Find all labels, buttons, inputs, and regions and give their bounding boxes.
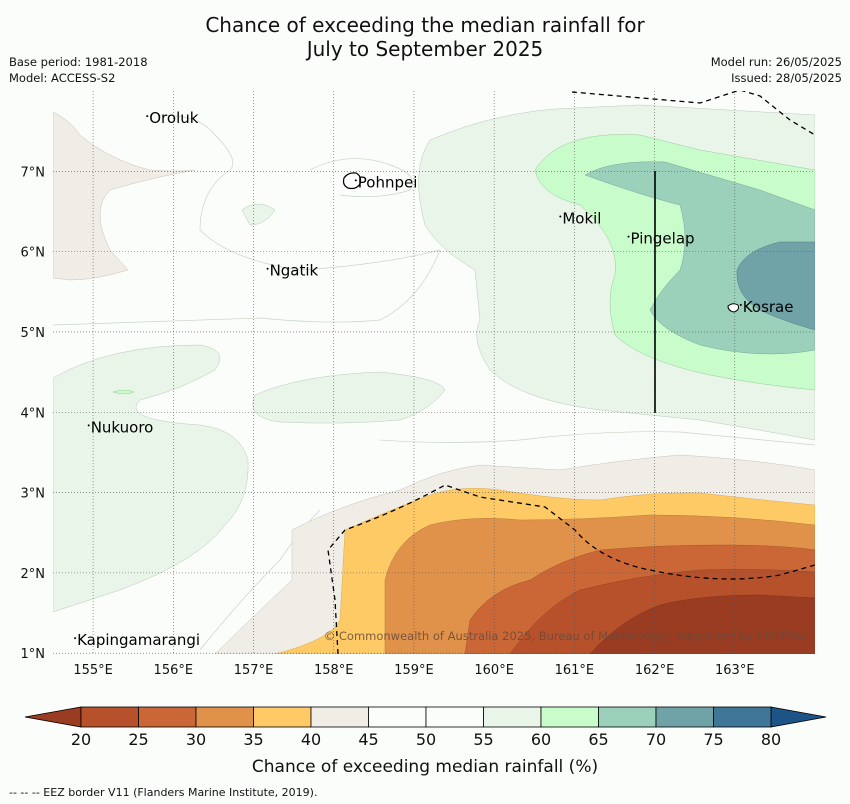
place-marker [559, 215, 562, 218]
lat-tick-label: 4°N [21, 406, 46, 421]
eez-borders [327, 91, 815, 654]
place-marker [87, 424, 90, 427]
colorbar-under-arrow [24, 706, 82, 728]
contour-40-45-nw [53, 111, 196, 281]
meta-left: Base period: 1981-2018 Model: ACCESS-S2 [9, 54, 148, 86]
place-label-pingelap: Pingelap [631, 230, 695, 248]
contour-fields [53, 91, 815, 654]
colorbar-bin [195, 706, 254, 728]
copyright-notice: © Commonwealth of Australia 2025, Bureau… [324, 629, 808, 643]
lat-tick-label: 3°N [21, 487, 46, 502]
lon-tick-label: 162°E [635, 663, 675, 678]
colorbar-tick-label: 55 [473, 730, 493, 749]
colorbar-bin [425, 706, 484, 728]
lat-tick-label: 1°N [21, 647, 46, 662]
eez-border-north [571, 91, 815, 136]
contour-55-60-west [53, 344, 249, 613]
contour-70-75 [736, 241, 815, 331]
lon-tick-label: 156°E [154, 663, 194, 678]
place-label-ngatik: Ngatik [270, 262, 319, 280]
colorbar-tick-label: 70 [646, 730, 666, 749]
place-label-nukuoro: Nukuoro [91, 418, 154, 436]
lon-tick-label: 157°E [234, 663, 274, 678]
colorbar-tick-label: 20 [71, 730, 91, 749]
contour-60-65-speck [112, 389, 135, 395]
colorbar-bin [598, 706, 657, 728]
colorbar-bin [138, 706, 197, 728]
place-marker [354, 179, 357, 182]
colorbar-over-arrow [770, 706, 827, 728]
colorbar-bin [713, 706, 772, 728]
lat-tick-label: 5°N [21, 326, 46, 341]
lat-tick-label: 6°N [21, 246, 46, 261]
lon-tick-label: 155°E [73, 663, 113, 678]
lon-tick-label: 159°E [394, 663, 434, 678]
place-label-mokil: Mokil [562, 210, 601, 228]
place-marker [627, 235, 630, 238]
lon-tick-label: 163°E [715, 663, 755, 678]
place-label-kosrae: Kosrae [743, 298, 794, 316]
place-marker [739, 303, 742, 306]
colorbar-tick-label: 45 [358, 730, 378, 749]
colorbar-bin [80, 706, 139, 728]
map-title-line2: July to September 2025 [306, 37, 544, 61]
base-period: Base period: 1981-2018 [9, 55, 148, 69]
colorbar-bin [540, 706, 599, 728]
map-title-line1: Chance of exceeding the median rainfall … [205, 13, 645, 37]
model-run: Model run: 26/05/2025 [710, 55, 842, 69]
place-label-pohnpei: Pohnpei [358, 173, 418, 191]
longitude-ticks: 155°E 156°E 157°E 158°E 159°E 160°E 161°E 162°E… [73, 663, 754, 678]
place-label-oroluk: Oroluk [149, 109, 198, 127]
colorbar-tick-label: 40 [301, 730, 321, 749]
colorbar-bin [310, 706, 369, 728]
contour-55-60-center [252, 371, 446, 424]
eez-footnote: -- -- -- EEZ border V11 (Flanders Marine… [9, 786, 318, 799]
contour-below-20 [589, 594, 815, 654]
meta-right: Model run: 26/05/2025 Issued: 28/05/2025 [711, 54, 842, 86]
colorbar-tick-label: 75 [703, 730, 723, 749]
colorbar-bin [655, 706, 714, 728]
issue-date: Issued: 28/05/2025 [731, 71, 842, 85]
lat-tick-label: 7°N [21, 165, 46, 180]
place-label-kapingamarangi: Kapingamarangi [77, 631, 200, 649]
colorbar-tick-label: 50 [416, 730, 436, 749]
latitude-ticks: 7°N 6°N 5°N 4°N 3°N 2°N 1°N [21, 165, 46, 662]
place-marker [74, 637, 77, 640]
colorbar-tick-label: 60 [531, 730, 551, 749]
place-marker [146, 115, 149, 118]
kosrae-island [727, 303, 739, 313]
gridlines [53, 91, 815, 654]
lon-tick-label: 160°E [474, 663, 514, 678]
colorbar-bin [253, 706, 312, 728]
place-labels: Oroluk Pohnpei Mokil Pingelap Ngatik Kosrae Nu… [74, 109, 793, 649]
model-name: Model: ACCESS-S2 [9, 71, 116, 85]
colorbar-tick-label: 80 [761, 730, 781, 749]
colorbar-label: Chance of exceeding median rainfall (%) [251, 757, 599, 777]
lon-tick-label: 161°E [555, 663, 595, 678]
colorbar-bin [368, 706, 427, 728]
contour-55-60-small [241, 203, 276, 226]
colorbar-tick-label: 65 [588, 730, 608, 749]
colorbar-bin [483, 706, 542, 728]
lat-tick-label: 2°N [21, 567, 46, 582]
colorbar: 20 25 30 35 40 45 50 55 60 65 70 75 80 [24, 706, 827, 749]
colorbar-tick-label: 30 [186, 730, 206, 749]
lon-tick-label: 158°E [314, 663, 354, 678]
place-marker [266, 267, 269, 270]
colorbar-tick-label: 25 [128, 730, 148, 749]
colorbar-tick-label: 35 [243, 730, 263, 749]
pohnpei-island [342, 172, 362, 190]
